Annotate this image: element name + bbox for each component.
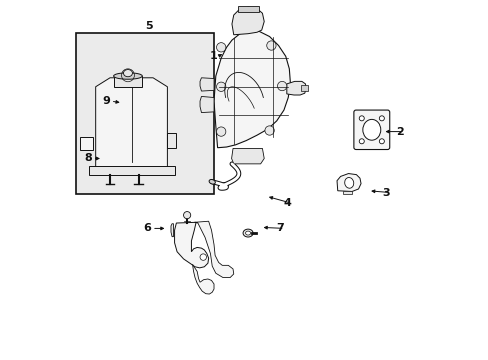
Polygon shape xyxy=(214,30,290,148)
Circle shape xyxy=(216,127,225,136)
Ellipse shape xyxy=(243,229,253,237)
Text: 5: 5 xyxy=(145,21,153,31)
Ellipse shape xyxy=(113,73,142,79)
Ellipse shape xyxy=(245,231,250,235)
Polygon shape xyxy=(286,81,305,95)
Circle shape xyxy=(359,116,364,121)
Circle shape xyxy=(277,81,286,91)
Text: 1: 1 xyxy=(210,51,218,61)
Circle shape xyxy=(216,42,225,52)
Circle shape xyxy=(379,116,384,121)
Text: 2: 2 xyxy=(396,127,404,136)
Circle shape xyxy=(359,139,364,144)
Text: 3: 3 xyxy=(382,188,389,198)
Ellipse shape xyxy=(362,120,380,140)
Polygon shape xyxy=(200,78,214,91)
Circle shape xyxy=(216,82,225,91)
Polygon shape xyxy=(167,134,176,148)
Polygon shape xyxy=(113,76,142,87)
Circle shape xyxy=(379,139,384,144)
Polygon shape xyxy=(171,224,173,237)
Polygon shape xyxy=(80,137,93,149)
Ellipse shape xyxy=(344,177,353,188)
Polygon shape xyxy=(301,85,308,91)
Text: 8: 8 xyxy=(84,153,92,163)
Polygon shape xyxy=(200,96,214,113)
FancyBboxPatch shape xyxy=(353,110,389,149)
Polygon shape xyxy=(174,222,208,268)
Polygon shape xyxy=(192,264,214,294)
Text: 7: 7 xyxy=(276,224,284,233)
Ellipse shape xyxy=(209,180,215,184)
Circle shape xyxy=(183,212,190,219)
Polygon shape xyxy=(238,6,258,12)
Ellipse shape xyxy=(123,69,132,77)
Text: 6: 6 xyxy=(143,224,151,233)
Polygon shape xyxy=(194,221,233,278)
Circle shape xyxy=(264,126,274,135)
Circle shape xyxy=(200,254,206,260)
Polygon shape xyxy=(88,166,174,175)
Text: 9: 9 xyxy=(102,96,110,106)
Polygon shape xyxy=(343,191,351,194)
Polygon shape xyxy=(231,148,264,164)
Polygon shape xyxy=(336,174,360,192)
Polygon shape xyxy=(96,78,167,169)
Circle shape xyxy=(266,41,276,50)
Polygon shape xyxy=(231,7,264,35)
Bar xyxy=(76,33,214,194)
Text: 4: 4 xyxy=(283,198,291,208)
